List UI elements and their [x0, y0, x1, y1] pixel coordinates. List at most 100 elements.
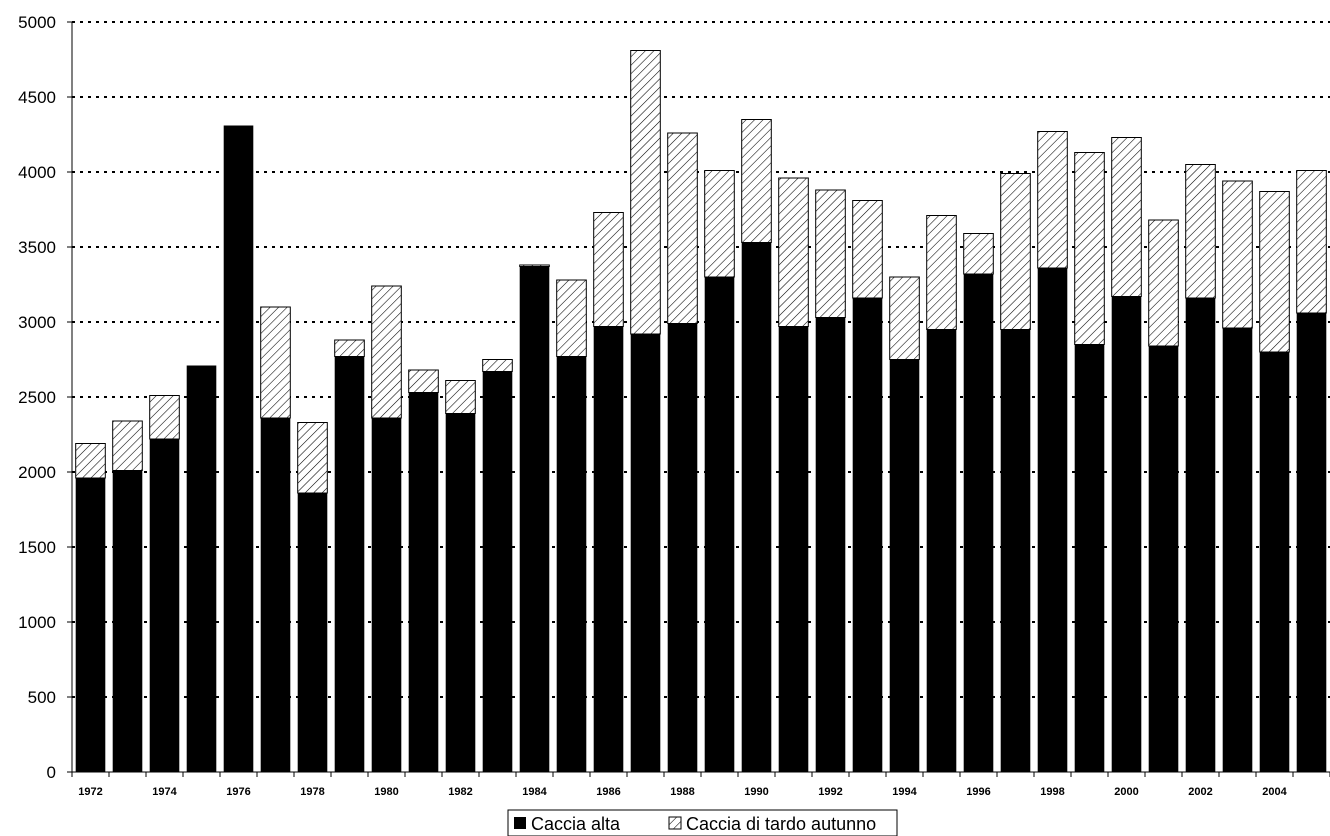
bar-caccia-di-tardo-autunno — [1259, 191, 1290, 353]
bar-caccia-di-tardo-autunno — [482, 359, 513, 372]
x-tick-label: 1974 — [152, 786, 177, 798]
legend: Caccia alta Caccia di tardo autunno — [507, 809, 898, 836]
bar-caccia-alta — [186, 365, 217, 772]
bar-caccia-di-tardo-autunno — [334, 339, 365, 357]
bar-caccia-di-tardo-autunno — [1111, 137, 1142, 297]
bar-caccia-alta — [1259, 352, 1290, 772]
x-tick-label: 2004 — [1262, 786, 1287, 798]
bar-caccia-alta — [149, 439, 180, 772]
y-tick-label: 500 — [28, 688, 56, 707]
x-tick-label: 1996 — [966, 786, 990, 798]
bar-caccia-alta — [223, 125, 254, 772]
bar-caccia-alta — [815, 317, 846, 772]
bar-caccia-di-tardo-autunno — [408, 369, 439, 393]
bar-caccia-alta — [260, 418, 291, 772]
bar-caccia-di-tardo-autunno — [297, 422, 328, 494]
bar-caccia-alta — [297, 493, 328, 772]
bar-caccia-alta — [704, 277, 735, 772]
bar-caccia-alta — [778, 326, 809, 772]
bar-caccia-alta — [1037, 268, 1068, 772]
bar-caccia-alta — [667, 323, 698, 772]
bar-caccia-alta — [1185, 298, 1216, 772]
x-tick-label: 1978 — [300, 786, 324, 798]
bar-caccia-alta — [593, 326, 624, 772]
x-tick-label: 1984 — [522, 786, 547, 798]
bar-caccia-di-tardo-autunno — [1148, 219, 1179, 347]
y-tick-label: 3500 — [18, 238, 56, 257]
bar-caccia-alta — [1222, 328, 1253, 772]
bar-caccia-di-tardo-autunno — [593, 212, 624, 327]
y-tick-label: 4000 — [18, 163, 56, 182]
bar-caccia-alta — [75, 478, 106, 772]
bar-caccia-di-tardo-autunno — [1037, 131, 1068, 269]
bar-caccia-alta — [556, 356, 587, 772]
x-tick-label: 1998 — [1040, 786, 1064, 798]
bar-caccia-di-tardo-autunno — [815, 189, 846, 318]
x-tick-label: 1986 — [596, 786, 620, 798]
bar-caccia-di-tardo-autunno — [75, 443, 106, 479]
legend-frame — [507, 809, 898, 836]
x-tick-label: 1994 — [892, 786, 917, 798]
bar-caccia-alta — [371, 418, 402, 772]
bar-caccia-di-tardo-autunno — [260, 306, 291, 419]
bar-caccia-di-tardo-autunno — [963, 233, 994, 275]
bar-caccia-alta — [963, 274, 994, 772]
bar-caccia-alta — [334, 356, 365, 772]
bar-caccia-di-tardo-autunno — [556, 279, 587, 357]
bar-caccia-alta — [482, 371, 513, 772]
y-tick-label: 4500 — [18, 88, 56, 107]
bar-caccia-alta — [112, 470, 143, 772]
bar-caccia-alta — [408, 392, 439, 772]
y-tick-label: 2000 — [18, 463, 56, 482]
legend-swatch-caccia-di-tardo-autunno — [668, 816, 682, 830]
bar-caccia-alta — [1296, 313, 1327, 772]
bar-caccia-di-tardo-autunno — [1296, 170, 1327, 314]
x-tick-label: 1980 — [374, 786, 398, 798]
bar-caccia-alta — [926, 329, 957, 772]
bar-caccia-di-tardo-autunno — [112, 420, 143, 471]
x-tick-label: 1982 — [448, 786, 472, 798]
x-tick-label: 1976 — [226, 786, 250, 798]
x-axis: 1972 1974 1976 1978 1980 1982 1984 1986 1988 1990… — [71, 771, 1330, 798]
bar-caccia-alta — [852, 298, 883, 772]
bar-caccia-alta — [1000, 329, 1031, 772]
x-tick-label: 1972 — [78, 786, 102, 798]
bar-caccia-di-tardo-autunno — [519, 264, 550, 267]
y-tick-label: 1500 — [18, 538, 56, 557]
bar-caccia-alta — [889, 359, 920, 772]
bar-caccia-di-tardo-autunno — [889, 276, 920, 360]
bar-caccia-di-tardo-autunno — [630, 50, 661, 335]
bar-caccia-di-tardo-autunno — [371, 285, 402, 419]
bar-caccia-di-tardo-autunno — [741, 119, 772, 243]
legend-label-caccia-di-tardo-autunno: Caccia di tardo autunno — [686, 814, 876, 834]
x-tick-label: 1992 — [818, 786, 842, 798]
y-tick-label: 1000 — [18, 613, 56, 632]
bar-caccia-di-tardo-autunno — [1185, 164, 1216, 299]
bar-caccia-di-tardo-autunno — [1222, 180, 1253, 329]
bar-caccia-di-tardo-autunno — [667, 132, 698, 324]
bar-caccia-alta — [519, 266, 550, 772]
bar-caccia-alta — [1111, 296, 1142, 772]
bars — [75, 50, 1327, 772]
bar-caccia-di-tardo-autunno — [1000, 173, 1031, 330]
bar-caccia-alta — [1148, 346, 1179, 772]
y-tick-label: 2500 — [18, 388, 56, 407]
x-tick-label: 2002 — [1188, 786, 1212, 798]
bar-caccia-alta — [445, 413, 476, 772]
bar-caccia-di-tardo-autunno — [926, 215, 957, 330]
y-tick-label: 5000 — [18, 13, 56, 32]
y-tick-label: 3000 — [18, 313, 56, 332]
legend-label-caccia-alta: Caccia alta — [531, 814, 621, 834]
y-axis: 0 500 1000 1500 2000 2500 3000 3500 4000 4500 5000 — [18, 13, 73, 782]
legend-swatch-caccia-alta — [514, 817, 526, 829]
bar-caccia-di-tardo-autunno — [778, 177, 809, 327]
bar-caccia-di-tardo-autunno — [149, 395, 180, 440]
bar-caccia-di-tardo-autunno — [704, 170, 735, 278]
bar-caccia-alta — [1074, 344, 1105, 772]
x-tick-label: 2000 — [1114, 786, 1138, 798]
x-tick-label: 1990 — [744, 786, 768, 798]
bar-caccia-di-tardo-autunno — [1074, 152, 1105, 345]
bar-caccia-di-tardo-autunno — [852, 200, 883, 299]
bar-caccia-di-tardo-autunno — [445, 380, 476, 414]
